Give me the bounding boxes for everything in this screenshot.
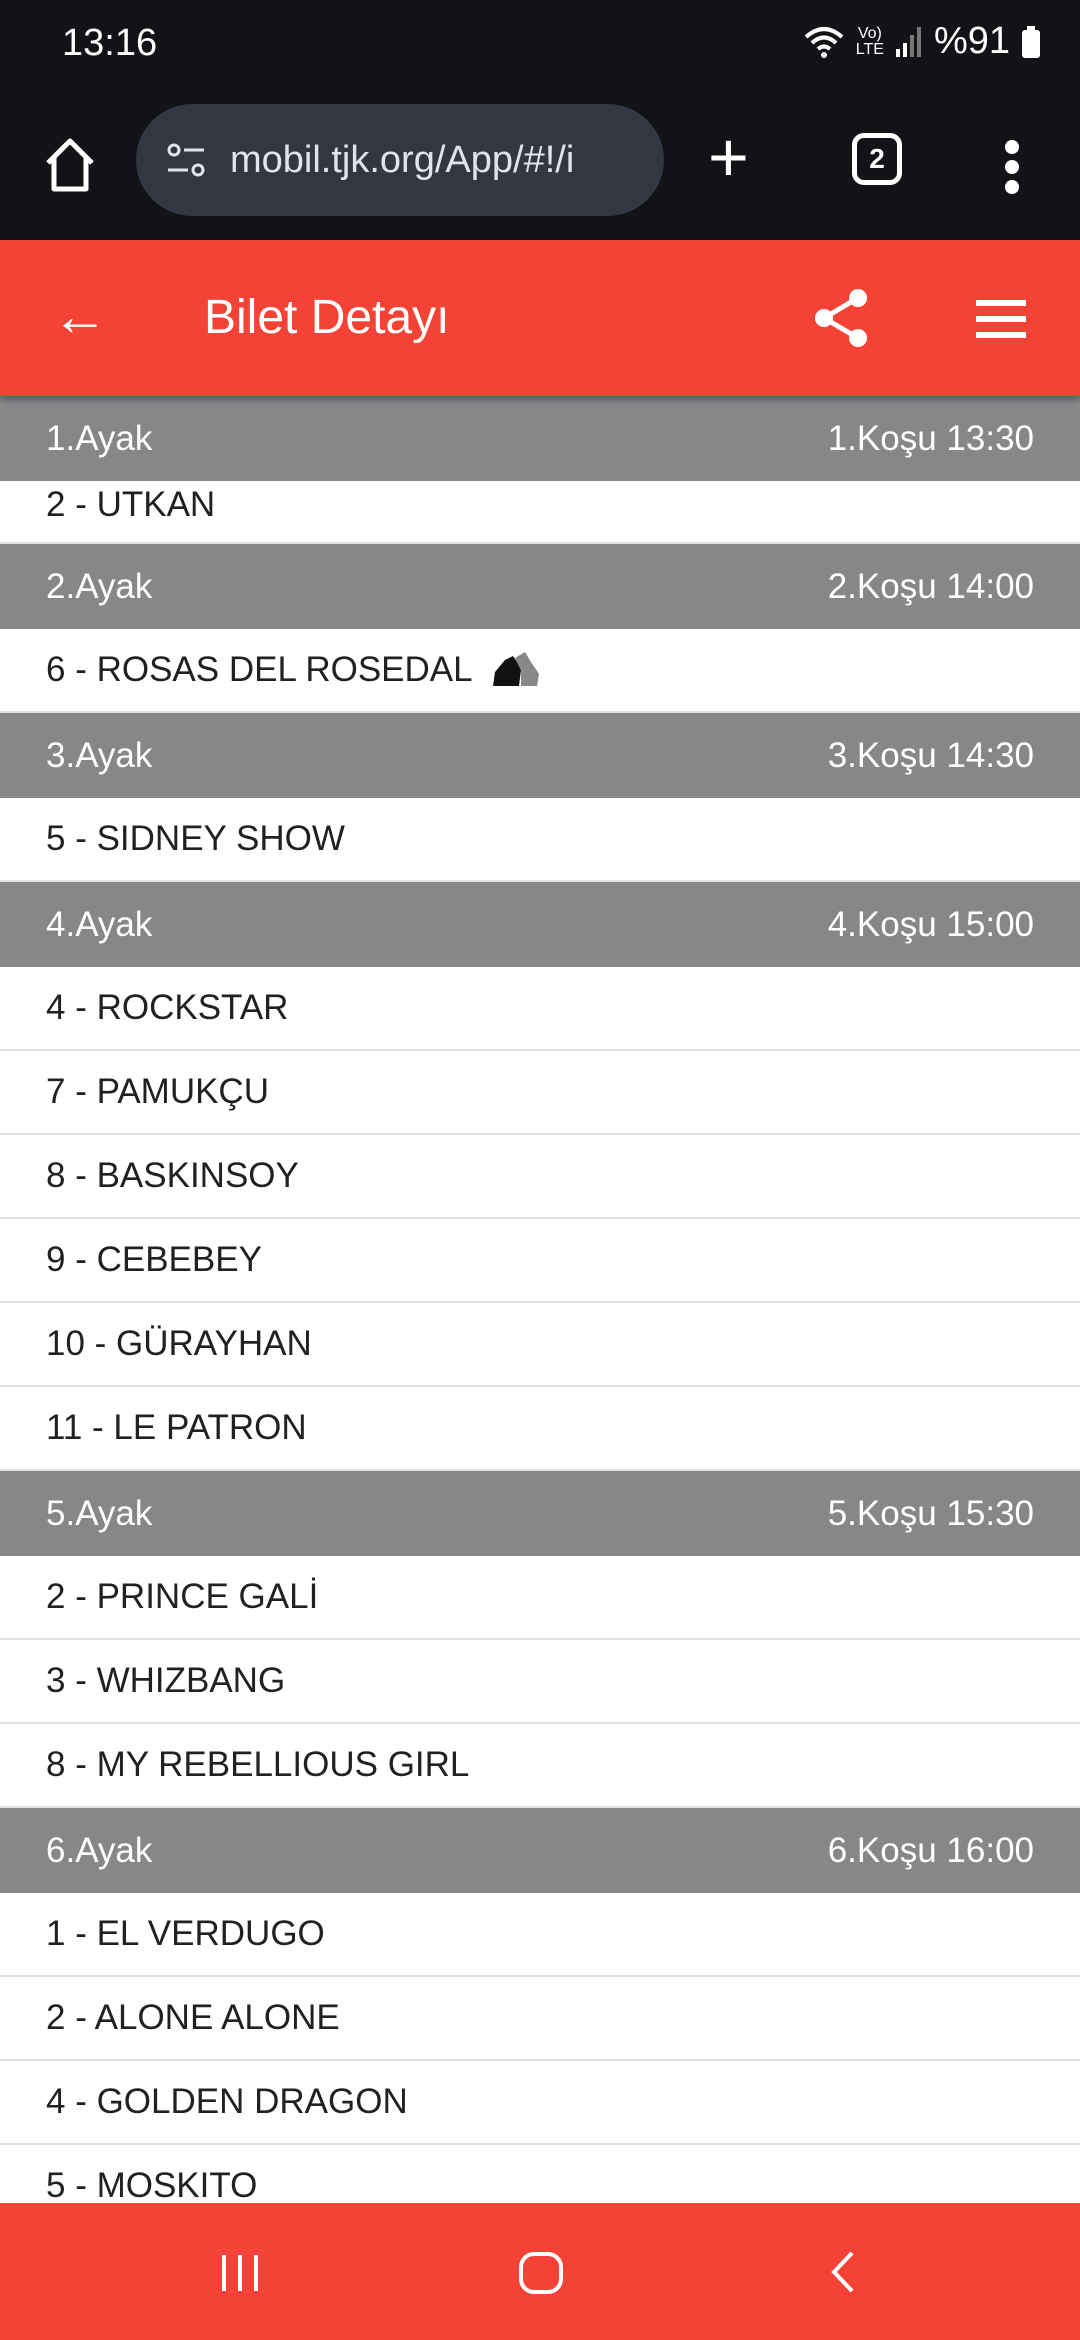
leg-label: 1.Ayak xyxy=(46,418,153,458)
horse-row[interactable]: 5 - SIDNEY SHOW xyxy=(0,798,1080,882)
horse-name: 1 - EL VERDUGO xyxy=(46,1914,325,1953)
status-bar: 13:16 Vo) LTE %91 xyxy=(0,0,1080,100)
share-icon[interactable] xyxy=(812,288,872,348)
horse-row[interactable]: 7 - PAMUKÇU xyxy=(0,1051,1080,1135)
address-bar[interactable]: mobil.tjk.org/App/#!/i xyxy=(136,104,664,216)
clock: 13:16 xyxy=(62,22,158,64)
horse-name: 8 - MY REBELLIOUS GIRL xyxy=(46,1745,470,1784)
leg-header: 1.Ayak 1.Koşu 13:30 xyxy=(0,396,1080,481)
horse-name: 6 - ROSAS DEL ROSEDAL xyxy=(46,650,473,689)
leg-label: 2.Ayak xyxy=(46,566,153,606)
leg-header: 6.Ayak 6.Koşu 16:00 xyxy=(0,1808,1080,1893)
leg-header: 4.Ayak 4.Koşu 15:00 xyxy=(0,882,1080,967)
signal-icon xyxy=(895,26,921,57)
volte-icon: Vo) LTE xyxy=(855,24,884,58)
horse-row[interactable]: 4 - ROCKSTAR xyxy=(0,967,1080,1051)
page-title: Bilet Detayı xyxy=(204,291,450,344)
app-bar: ← Bilet Detayı xyxy=(0,240,1080,396)
horse-icon xyxy=(492,652,539,686)
recents-icon[interactable] xyxy=(216,2247,266,2297)
url-text[interactable]: mobil.tjk.org/App/#!/i xyxy=(230,138,575,181)
horse-row[interactable]: 3 - WHIZBANG xyxy=(0,1640,1080,1724)
leg-label: 3.Ayak xyxy=(46,735,153,775)
home-icon[interactable] xyxy=(40,135,100,195)
horse-name: 3 - WHIZBANG xyxy=(46,1661,286,1700)
horse-row[interactable]: 8 - BASKINSOY xyxy=(0,1135,1080,1219)
race-time: 5.Koşu 15:30 xyxy=(827,1493,1034,1533)
hamburger-menu-icon[interactable] xyxy=(976,300,1026,348)
leg-header: 5.Ayak 5.Koşu 15:30 xyxy=(0,1471,1080,1556)
horse-row[interactable]: 11 - LE PATRON xyxy=(0,1387,1080,1471)
horse-row[interactable]: 9 - CEBEBEY xyxy=(0,1219,1080,1303)
horse-name: 5 - SIDNEY SHOW xyxy=(46,819,345,858)
leg-label: 6.Ayak xyxy=(46,1830,153,1870)
horse-name: 8 - BASKINSOY xyxy=(46,1156,299,1195)
tab-switcher-button[interactable]: 2 xyxy=(852,133,902,185)
leg-label: 4.Ayak xyxy=(46,904,153,944)
browser-menu-icon[interactable] xyxy=(1002,134,1022,200)
leg-label: 5.Ayak xyxy=(46,1493,153,1533)
race-time: 4.Koşu 15:00 xyxy=(827,904,1034,944)
horse-row[interactable]: 10 - GÜRAYHAN xyxy=(0,1303,1080,1387)
horse-name: 10 - GÜRAYHAN xyxy=(46,1324,312,1363)
battery-level: %91 xyxy=(933,20,1010,62)
race-time: 1.Koşu 13:30 xyxy=(827,418,1034,458)
ticket-legs-list: 1.Ayak 1.Koşu 13:30 2 - UTKAN 2.Ayak 2.Koşu … xyxy=(0,396,1080,2229)
browser-toolbar: mobil.tjk.org/App/#!/i + 2 xyxy=(0,100,1080,240)
site-settings-icon[interactable] xyxy=(166,140,206,180)
horse-row[interactable]: 2 - ALONE ALONE xyxy=(0,1977,1080,2061)
horse-name: 9 - CEBEBEY xyxy=(46,1240,262,1279)
leg-header: 2.Ayak 2.Koşu 14:00 xyxy=(0,544,1080,629)
wifi-icon xyxy=(804,26,844,58)
race-time: 2.Koşu 14:00 xyxy=(827,566,1034,606)
horse-name: 2 - UTKAN xyxy=(46,485,216,524)
horse-name: 7 - PAMUKÇU xyxy=(46,1072,269,1111)
battery-icon xyxy=(1022,25,1040,58)
horse-row[interactable]: 4 - GOLDEN DRAGON xyxy=(0,2061,1080,2145)
horse-row[interactable]: 2 - UTKAN xyxy=(0,481,1080,544)
race-time: 6.Koşu 16:00 xyxy=(827,1830,1034,1870)
race-time: 3.Koşu 14:30 xyxy=(827,735,1034,775)
horse-name: 11 - LE PATRON xyxy=(46,1408,307,1447)
leg-header: 3.Ayak 3.Koşu 14:30 xyxy=(0,713,1080,798)
horse-name: 4 - GOLDEN DRAGON xyxy=(46,2082,408,2121)
new-tab-button[interactable]: + xyxy=(708,118,749,196)
horse-name: 2 - PRINCE GALİ xyxy=(46,1577,319,1616)
home-nav-icon[interactable] xyxy=(516,2247,566,2297)
horse-row[interactable]: 2 - PRINCE GALİ xyxy=(0,1556,1080,1640)
horse-row[interactable]: 8 - MY REBELLIOUS GIRL xyxy=(0,1724,1080,1808)
horse-name: 5 - MOSKITO xyxy=(46,2166,258,2205)
horse-name: 4 - ROCKSTAR xyxy=(46,988,289,1027)
back-arrow-icon[interactable]: ← xyxy=(52,284,108,347)
system-nav-bar xyxy=(0,2203,1080,2340)
back-nav-icon[interactable] xyxy=(820,2247,870,2297)
horse-name: 2 - ALONE ALONE xyxy=(46,1998,340,2037)
horse-row[interactable]: 1 - EL VERDUGO xyxy=(0,1893,1080,1977)
horse-row[interactable]: 6 - ROSAS DEL ROSEDAL xyxy=(0,629,1080,713)
